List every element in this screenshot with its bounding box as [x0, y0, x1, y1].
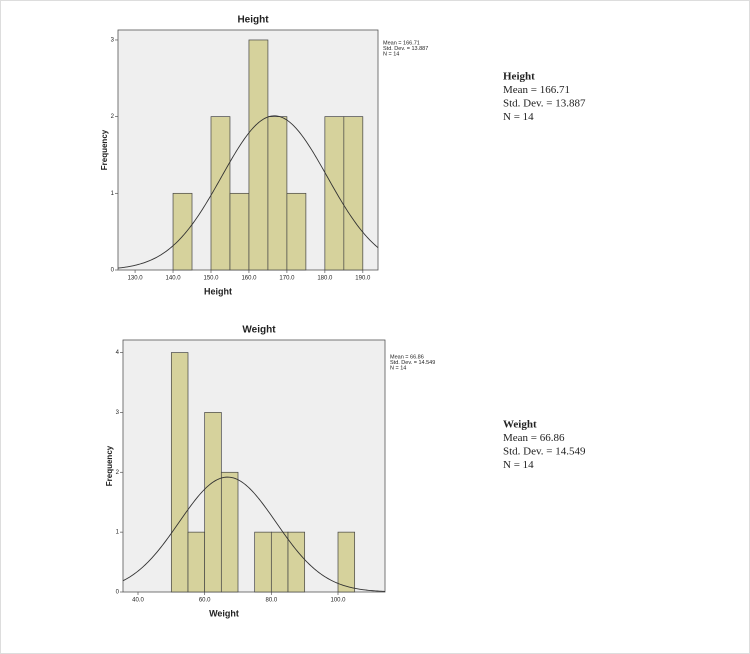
x-tick-label: 100.0: [330, 598, 346, 604]
stats-legend: Mean = 66.86: [390, 354, 424, 360]
stats-legend: N = 14: [390, 365, 406, 371]
x-tick-label: 180.0: [317, 276, 333, 282]
side-stat: Mean = 166.71: [503, 84, 570, 96]
bar: [210, 116, 231, 271]
y-axis-label: Frequency: [100, 129, 109, 170]
chart-title: Height: [237, 15, 269, 26]
y-tick-label: 2: [111, 114, 115, 120]
y-tick-label: 3: [116, 410, 120, 416]
bar: [267, 116, 288, 271]
stats-legend: Std. Dev. = 14.549: [390, 360, 435, 366]
x-axis-label: Height: [204, 286, 232, 296]
side-title: Weight: [503, 419, 537, 431]
x-tick-label: 140.0: [166, 276, 182, 282]
bar: [204, 412, 222, 593]
bar: [343, 116, 364, 271]
y-tick-label: 3: [111, 38, 115, 44]
y-tick-label: 2: [116, 470, 120, 476]
y-tick-label: 1: [116, 530, 120, 536]
bar: [172, 192, 193, 271]
bar: [170, 352, 189, 593]
x-tick-label: 150.0: [203, 276, 219, 282]
bar: [254, 531, 272, 593]
x-tick-label: 160.0: [241, 276, 257, 282]
chart-title: Weight: [242, 325, 276, 336]
x-tick-label: 80.0: [265, 598, 277, 604]
side-stat: N = 14: [503, 111, 534, 123]
x-tick-label: 170.0: [279, 276, 295, 282]
stats-legend: Mean = 166.71: [383, 40, 420, 46]
bar: [324, 116, 345, 271]
bar: [187, 531, 206, 593]
x-tick-label: 190.0: [355, 276, 371, 282]
stats-legend: Std. Dev. = 13.887: [383, 46, 428, 52]
x-tick-label: 130.0: [128, 276, 144, 282]
stats-legend: N = 14: [383, 51, 399, 57]
bar: [287, 531, 306, 593]
y-axis-label: Frequency: [105, 445, 114, 486]
x-tick-label: 60.0: [199, 598, 211, 604]
bar: [286, 192, 307, 271]
y-tick-label: 0: [116, 590, 120, 596]
y-tick-label: 4: [116, 350, 120, 356]
x-tick-label: 40.0: [132, 598, 144, 604]
side-title: Height: [503, 71, 535, 83]
bar: [337, 531, 356, 593]
bar: [229, 192, 250, 271]
side-stat: N = 14: [503, 459, 534, 471]
side-stat: Mean = 66.86: [503, 432, 565, 444]
normal-curve: [117, 115, 379, 269]
normal-curve: [122, 476, 386, 592]
x-axis-label: Weight: [209, 608, 239, 618]
side-stat: Std. Dev. = 13.887: [503, 98, 586, 110]
y-tick-label: 1: [111, 191, 115, 197]
side-stat: Std. Dev. = 14.549: [503, 446, 586, 458]
y-tick-label: 0: [111, 268, 115, 274]
bar: [248, 39, 269, 271]
bar: [220, 471, 239, 593]
bar: [270, 531, 289, 593]
